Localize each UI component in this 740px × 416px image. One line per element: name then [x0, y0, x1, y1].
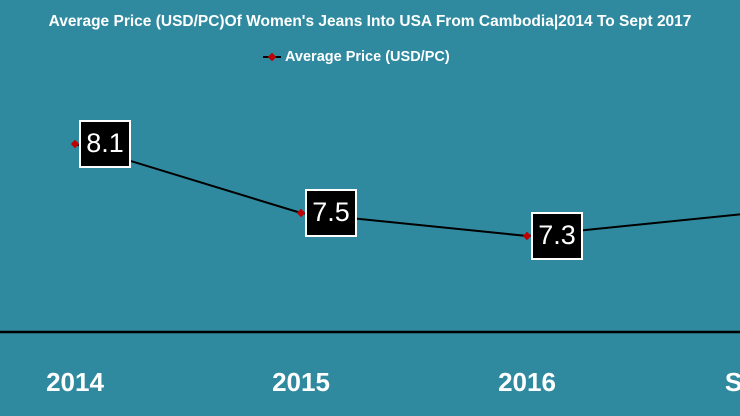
data-label-box — [305, 189, 357, 237]
x-tick-label: Sept — [725, 367, 740, 397]
legend-marker — [267, 52, 277, 62]
x-tick-label: 2016 — [498, 367, 556, 397]
data-point — [70, 139, 80, 149]
legend-label: Average Price (USD/PC) — [285, 49, 450, 65]
data-label: 8.1 — [86, 128, 124, 158]
data-line — [74, 143, 740, 238]
data-label-box — [531, 212, 583, 260]
x-tick-label: 2014 — [46, 367, 104, 397]
data-label-box — [79, 120, 131, 168]
data-point — [296, 208, 306, 218]
x-tick-label: 2015 — [272, 367, 330, 397]
data-label: 7.5 — [312, 197, 350, 227]
chart-title: Average Price (USD/PC)Of Women's Jeans I… — [49, 13, 692, 30]
data-label: 7.3 — [538, 220, 576, 250]
